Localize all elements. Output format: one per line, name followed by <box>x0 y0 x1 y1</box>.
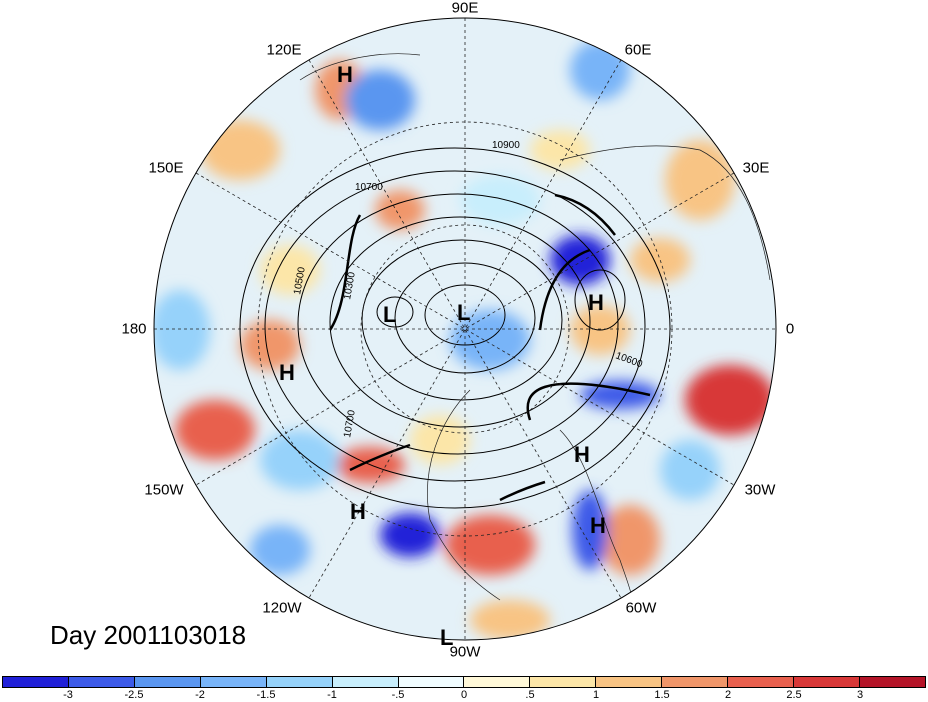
colorbar-segment <box>728 677 795 687</box>
contour-label: 10700 <box>342 409 358 439</box>
low-pressure-marker: H <box>590 513 606 538</box>
colorbar-segment <box>530 677 597 687</box>
lon-label-180: 180 <box>121 320 147 338</box>
high-pressure-marker: H <box>574 442 590 467</box>
colorbar-tick-label: -1 <box>327 689 337 701</box>
colorbar-segment <box>266 677 333 687</box>
lon-label-30e: 30E <box>742 159 770 177</box>
high-pressure-marker: H <box>337 62 353 87</box>
lon-label-60e: 60E <box>624 41 652 59</box>
lon-label-120e: 120E <box>266 41 302 59</box>
map-title: Day 2001103018 <box>50 620 247 650</box>
lon-label-0: 0 <box>785 320 795 338</box>
low-pressure-marker: L <box>457 300 470 325</box>
colorbar-tick-label: -1.5 <box>256 689 276 701</box>
colorbar-tick-label: 3 <box>856 689 864 701</box>
contour-label: 10300 <box>342 271 358 301</box>
colorbar <box>2 676 926 688</box>
low-pressure-marker: L <box>383 302 396 327</box>
high-pressure-marker: H <box>588 290 604 315</box>
contour-label: 10500 <box>292 266 308 296</box>
lon-label-30w: 30W <box>744 481 776 499</box>
contour-label: 10900 <box>492 140 520 151</box>
colorbar-tick-label: 1 <box>592 689 600 701</box>
colorbar-segment <box>398 677 465 687</box>
colorbar-tick-label: -.5 <box>391 689 405 701</box>
colorbar-segment <box>332 677 399 687</box>
colorbar-tick-label: 1.5 <box>654 689 670 701</box>
colorbar-tick-label: -2 <box>195 689 205 701</box>
colorbar-segment <box>464 677 531 687</box>
lon-label-90w: 90W <box>449 643 481 661</box>
map-boundary <box>153 17 777 641</box>
graticule <box>154 18 776 640</box>
colorbar-tick-label: -3 <box>63 689 73 701</box>
colorbar-segment <box>134 677 201 687</box>
colorbar-segment <box>596 677 663 687</box>
contour-label: 10700 <box>355 182 383 193</box>
colorbar-segment <box>794 677 860 687</box>
height-contours <box>239 147 671 509</box>
lon-label-150e: 150E <box>148 159 184 177</box>
lon-label-150w: 150W <box>144 481 184 499</box>
lon-label-90e: 90E <box>451 0 479 17</box>
colorbar-segment <box>3 677 69 687</box>
colorbar-tick-label: -2.5 <box>124 689 144 701</box>
colorbar-segment <box>68 677 135 687</box>
colorbar-segment <box>662 677 729 687</box>
colorbar-tick-label: 0 <box>460 689 468 701</box>
colorbar-segment <box>859 677 925 687</box>
high-pressure-marker: H <box>279 360 295 385</box>
colorbar-segment <box>200 677 267 687</box>
lon-label-120w: 120W <box>262 599 302 617</box>
colorbar-tick-label: .5 <box>525 689 535 701</box>
low-pressure-marker: L <box>440 625 453 650</box>
high-pressure-marker: H <box>350 499 366 524</box>
lon-label-60w: 60W <box>625 599 657 617</box>
colorbar-tick-label: 2 <box>724 689 732 701</box>
colorbar-tick-label: 2.5 <box>786 689 802 701</box>
anomaly-field <box>154 18 776 640</box>
